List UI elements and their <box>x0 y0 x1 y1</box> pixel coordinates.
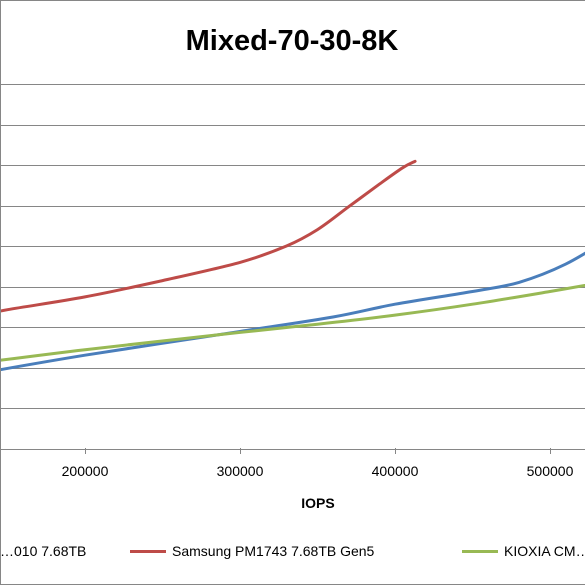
x-tick-label: 400000 <box>372 463 419 479</box>
legend-label-1: …010 7.68TB <box>0 543 86 559</box>
chart-title: Mixed-70-30-8K <box>186 25 399 57</box>
legend-label-3: KIOXIA CM… <box>504 543 585 559</box>
x-tick-label: 200000 <box>62 463 109 479</box>
legend: …010 7.68TB Samsung PM1743 7.68TB Gen5 KIO… <box>0 543 585 559</box>
legend-label-2: Samsung PM1743 7.68TB Gen5 <box>172 543 375 559</box>
x-axis-ticks: 200000 300000 400000 500000 <box>62 448 574 479</box>
x-tick-label: 300000 <box>217 463 264 479</box>
series-line-2 <box>0 159 417 313</box>
plot-lines <box>0 159 585 372</box>
series-line-1 <box>0 251 585 372</box>
x-tick-label: 500000 <box>527 463 574 479</box>
x-axis-label: IOPS <box>301 495 334 511</box>
gridlines <box>0 84 585 450</box>
series-line-3 <box>0 283 585 362</box>
